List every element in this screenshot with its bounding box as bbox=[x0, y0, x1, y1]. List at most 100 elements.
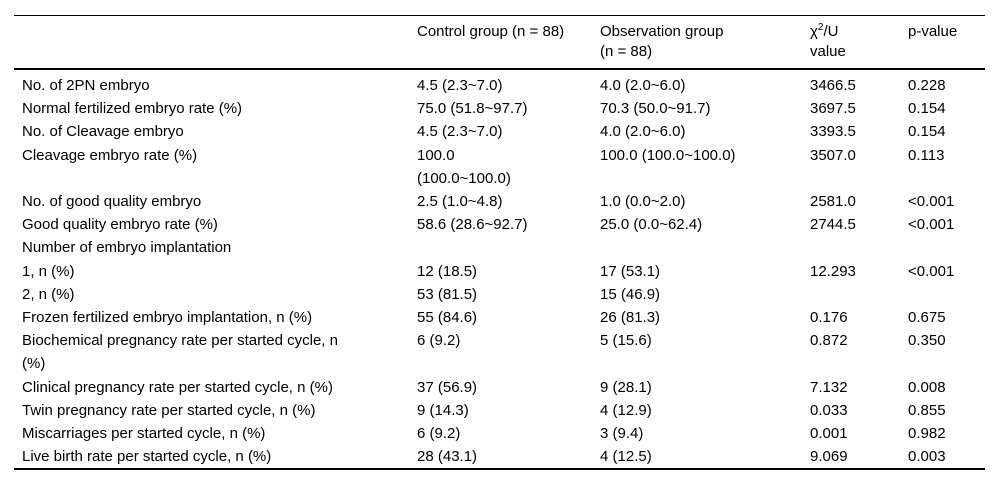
p-value: <0.001 bbox=[908, 262, 955, 280]
table-row: Normal fertilized embryo rate (%) 75.0 (… bbox=[14, 97, 985, 120]
p-value: 0.003 bbox=[908, 448, 946, 466]
p-value: 0.350 bbox=[908, 332, 946, 350]
observation-value: 4.0 (2.0~6.0) bbox=[600, 123, 686, 141]
table-row: 1, n (%) 12 (18.5) 17 (53.1) 12.293 <0.0… bbox=[14, 260, 985, 283]
row-label: No. of 2PN embryo bbox=[22, 77, 150, 94]
table-row: Clinical pregnancy rate per started cycl… bbox=[14, 376, 985, 399]
control-value: 6 (9.2) bbox=[417, 332, 461, 350]
control-value: 37 (56.9) bbox=[417, 378, 478, 396]
control-value: 9 (14.3) bbox=[417, 401, 469, 419]
observation-value: 4 (12.9) bbox=[600, 401, 652, 419]
observation-value: 9 (28.1) bbox=[600, 378, 652, 396]
table-row-section: Number of embryo implantation bbox=[14, 236, 985, 259]
chi-value-word: value bbox=[810, 43, 846, 60]
row-label: 2, n (%) bbox=[22, 285, 75, 303]
column-header-control-group: Control group (n = 88) bbox=[415, 15, 598, 70]
column-header-p-value: p-value bbox=[906, 15, 985, 70]
control-value: 6 (9.2) bbox=[417, 425, 461, 443]
control-value: 58.6 (28.6~92.7) bbox=[417, 216, 528, 234]
row-label: Good quality embryo rate (%) bbox=[22, 216, 218, 234]
chi-u-value: 7.132 bbox=[810, 378, 848, 396]
chi-u-value: 0.176 bbox=[810, 309, 848, 327]
table-row: No. of 2PN embryo 4.5 (2.3~7.0) 4.0 (2.0… bbox=[14, 69, 985, 97]
chi-u-value: 3466.5 bbox=[810, 77, 856, 94]
chi-u-value: 9.069 bbox=[810, 448, 848, 466]
p-value: 0.113 bbox=[908, 146, 945, 164]
p-value: 0.154 bbox=[908, 123, 946, 141]
column-header-variable bbox=[14, 15, 415, 70]
control-value: 2.5 (1.0~4.8) bbox=[417, 193, 503, 211]
table-header: Control group (n = 88) Observation group… bbox=[14, 15, 985, 70]
table-row: Good quality embryo rate (%) 58.6 (28.6~… bbox=[14, 213, 985, 236]
p-value bbox=[906, 283, 985, 306]
control-value: 55 (84.6) bbox=[417, 309, 478, 327]
chi-slash-u: /U bbox=[823, 23, 839, 40]
table-row: No. of Cleavage embryo 4.5 (2.3~7.0) 4.0… bbox=[14, 120, 985, 143]
row-label: Frozen fertilized embryo implantation, n… bbox=[22, 309, 313, 327]
p-value bbox=[906, 236, 985, 259]
control-value: 53 (81.5) bbox=[417, 285, 478, 303]
table-row: Cleavage embryo rate (%) 100.0 (100.0~10… bbox=[14, 144, 985, 190]
chi-u-value: 12.293 bbox=[810, 262, 856, 280]
row-label: Live birth rate per started cycle, n (%) bbox=[22, 448, 272, 466]
observation-value: 5 (15.6) bbox=[600, 332, 652, 350]
observation-value: 4.0 (2.0~6.0) bbox=[600, 77, 686, 94]
chi-u-value: 2744.5 bbox=[810, 216, 856, 234]
chi-u-value: 0.033 bbox=[810, 401, 848, 419]
column-header-chi-u-value: χ2/U value bbox=[808, 15, 906, 70]
row-label: Normal fertilized embryo rate (%) bbox=[22, 100, 243, 118]
row-label: Clinical pregnancy rate per started cycl… bbox=[22, 378, 333, 396]
control-value: 75.0 (51.8~97.7) bbox=[417, 100, 528, 118]
control-value: 4.5 (2.3~7.0) bbox=[417, 77, 503, 94]
observation-value: 25.0 (0.0~62.4) bbox=[600, 216, 703, 234]
chi-u-value: 2581.0 bbox=[810, 193, 856, 211]
table-row: 2, n (%) 53 (81.5) 15 (46.9) bbox=[14, 283, 985, 306]
row-label: Twin pregnancy rate per started cycle, n… bbox=[22, 401, 316, 419]
control-value: 12 (18.5) bbox=[417, 262, 478, 280]
paper-table-page: Control group (n = 88) Observation group… bbox=[0, 15, 1000, 471]
control-value: 100.0 (100.0~100.0) bbox=[417, 146, 511, 187]
observation-value: 17 (53.1) bbox=[600, 262, 661, 280]
p-value: 0.675 bbox=[908, 309, 946, 327]
statistics-table: Control group (n = 88) Observation group… bbox=[14, 15, 985, 471]
observation-value: 1.0 (0.0~2.0) bbox=[600, 193, 686, 211]
table-row: Twin pregnancy rate per started cycle, n… bbox=[14, 399, 985, 422]
row-label: No. of good quality embryo bbox=[22, 193, 202, 211]
p-value: 0.008 bbox=[908, 378, 946, 396]
observation-value: 100.0 (100.0~100.0) bbox=[600, 146, 736, 164]
table-row: Live birth rate per started cycle, n (%)… bbox=[14, 445, 985, 469]
control-value bbox=[415, 236, 598, 259]
p-value: <0.001 bbox=[908, 216, 955, 234]
row-label: Cleavage embryo rate (%) bbox=[22, 146, 198, 164]
p-value: <0.001 bbox=[908, 193, 955, 211]
row-label: Biochemical pregnancy rate per started c… bbox=[22, 332, 338, 373]
observation-value: 26 (81.3) bbox=[600, 309, 661, 327]
row-label: 1, n (%) bbox=[22, 262, 75, 280]
observation-value: 3 (9.4) bbox=[600, 425, 644, 443]
observation-value: 15 (46.9) bbox=[600, 285, 661, 303]
chi-u-value bbox=[808, 236, 906, 259]
table-row: Miscarriages per started cycle, n (%) 6 … bbox=[14, 422, 985, 445]
row-label: Miscarriages per started cycle, n (%) bbox=[22, 425, 266, 443]
row-label: No. of Cleavage embryo bbox=[22, 123, 184, 141]
control-value: 28 (43.1) bbox=[417, 448, 478, 466]
chi-superscript: 2 bbox=[817, 22, 824, 33]
observation-value bbox=[598, 236, 808, 259]
row-label: Number of embryo implantation bbox=[22, 239, 232, 257]
chi-symbol: χ bbox=[810, 23, 818, 40]
table-row: Biochemical pregnancy rate per started c… bbox=[14, 329, 985, 375]
chi-u-value bbox=[808, 283, 906, 306]
table-body: No. of 2PN embryo 4.5 (2.3~7.0) 4.0 (2.0… bbox=[14, 69, 985, 469]
p-value: 0.154 bbox=[908, 100, 946, 118]
chi-u-value: 0.001 bbox=[810, 425, 848, 443]
chi-u-value: 3697.5 bbox=[810, 100, 856, 118]
chi-u-value: 0.872 bbox=[810, 332, 848, 350]
p-value: 0.855 bbox=[908, 401, 946, 419]
chi-u-value: 3393.5 bbox=[810, 123, 856, 141]
header-row: Control group (n = 88) Observation group… bbox=[14, 15, 985, 70]
chi-u-value: 3507.0 bbox=[810, 146, 856, 164]
table-row: No. of good quality embryo 2.5 (1.0~4.8)… bbox=[14, 190, 985, 213]
observation-value: 70.3 (50.0~91.7) bbox=[600, 100, 711, 118]
control-value: 4.5 (2.3~7.0) bbox=[417, 123, 503, 141]
column-header-observation-group: Observation group (n = 88) bbox=[598, 15, 808, 70]
